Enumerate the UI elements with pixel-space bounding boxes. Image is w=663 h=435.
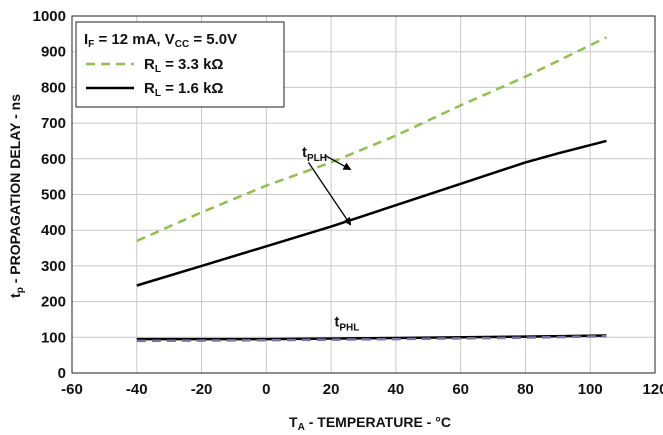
series-line-r33_tphl: [136, 334, 607, 343]
plot-area: [71, 15, 656, 374]
legend-entry: RL = 1.6 kΩ: [144, 80, 223, 99]
x-tick-label: 20: [323, 381, 340, 398]
legend: IF = 12 mA, VCC = 5.0V RL = 3.3 kΩ RL = 1.…: [75, 21, 285, 108]
y-tick-label: 800: [41, 79, 66, 96]
x-tick-label: -60: [61, 381, 83, 398]
curve-annotations: tPLH tPHL: [302, 144, 359, 334]
x-tick-label: -40: [126, 381, 148, 398]
y-tick-label: 0: [58, 365, 66, 382]
y-tick-label: 400: [41, 222, 66, 239]
y-tick-labels: 0 100 200 300 400 500 600 700 800 900 1000: [33, 8, 66, 382]
y-tick-label: 200: [41, 294, 66, 311]
x-tick-labels: -60 -40 -20 0 20 40 60 80 100 120: [61, 381, 663, 398]
series-line-r33_tplh: [136, 36, 607, 243]
annotation-arrow: [307, 162, 352, 226]
annotation-arrow: [324, 154, 352, 171]
y-tick-label: 700: [41, 115, 66, 132]
y-tick-label: 600: [41, 151, 66, 168]
y-tick-label: 100: [41, 329, 66, 346]
y-tick-label: 1000: [33, 8, 66, 25]
legend-entry: RL = 3.3 kΩ: [144, 56, 223, 75]
x-tick-label: 80: [517, 381, 534, 398]
annotation-phl: tPHL: [334, 314, 359, 334]
legend-box: [75, 21, 285, 108]
series-line-r16_tplh: [136, 139, 607, 287]
x-tick-label: 100: [578, 381, 603, 398]
y-tick-label: 900: [41, 44, 66, 61]
legend-condition: IF = 12 mA, VCC = 5.0V: [84, 31, 237, 50]
x-axis-title: TA - TEMPERATURE - °C: [289, 414, 451, 433]
y-tick-label: 500: [41, 187, 66, 204]
data-series: [136, 36, 607, 343]
y-axis-title: tp - PROPAGATION DELAY - ns: [7, 94, 26, 298]
x-tick-label: 40: [388, 381, 405, 398]
x-tick-label: 0: [262, 381, 270, 398]
x-tick-label: -20: [191, 381, 213, 398]
x-tick-label: 120: [642, 381, 663, 398]
y-tick-label: 300: [41, 258, 66, 275]
x-tick-label: 60: [452, 381, 469, 398]
annotation-plh: tPLH: [302, 144, 327, 164]
